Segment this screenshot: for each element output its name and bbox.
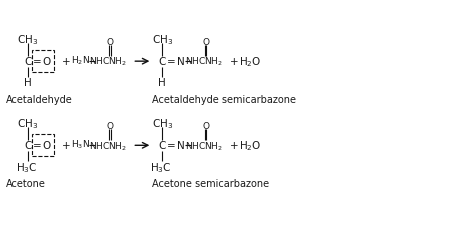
Text: H$_3$N: H$_3$N [71,138,90,150]
Text: Acetaldehyde semicarbazone: Acetaldehyde semicarbazone [152,94,296,104]
Text: +: + [230,141,238,151]
Text: O: O [43,57,51,67]
Text: C: C [24,141,31,151]
Text: CH$_3$: CH$_3$ [17,33,38,47]
Text: Acetone: Acetone [6,178,46,188]
Text: =: = [167,141,176,151]
Text: CH$_3$: CH$_3$ [152,33,173,47]
Text: C: C [159,141,166,151]
Text: O: O [107,121,113,131]
Text: NHCNH$_2$: NHCNH$_2$ [184,56,223,68]
Text: O: O [202,38,209,47]
Text: Acetone semicarbazone: Acetone semicarbazone [152,178,269,188]
Text: CH$_3$: CH$_3$ [17,117,38,131]
Text: NHCNH$_2$: NHCNH$_2$ [184,140,223,152]
Text: H$_2$O: H$_2$O [239,55,261,69]
Bar [32,51,54,73]
Text: O: O [43,141,51,151]
Text: N: N [177,57,184,67]
Text: H$_2$N: H$_2$N [71,54,90,67]
Text: +: + [230,57,238,67]
Text: Acetaldehyde: Acetaldehyde [6,94,73,104]
Text: =: = [167,57,176,67]
Text: H$_3$C: H$_3$C [150,161,172,174]
Text: N: N [177,141,184,151]
Text: NHCNH$_2$: NHCNH$_2$ [89,140,127,152]
Text: H: H [24,78,32,88]
Text: CH$_3$: CH$_3$ [152,117,173,131]
Text: C: C [24,57,31,67]
Text: O: O [202,121,209,131]
Text: =: = [33,57,42,67]
Bar [32,135,54,156]
Text: H$_2$O: H$_2$O [239,139,261,153]
Text: C: C [159,57,166,67]
Text: NHCNH$_2$: NHCNH$_2$ [89,56,127,68]
Text: O: O [107,38,113,47]
Text: H: H [158,78,166,88]
Text: H$_3$C: H$_3$C [16,161,37,174]
Text: +: + [62,57,71,67]
Text: =: = [33,141,42,151]
Text: +: + [62,141,71,151]
